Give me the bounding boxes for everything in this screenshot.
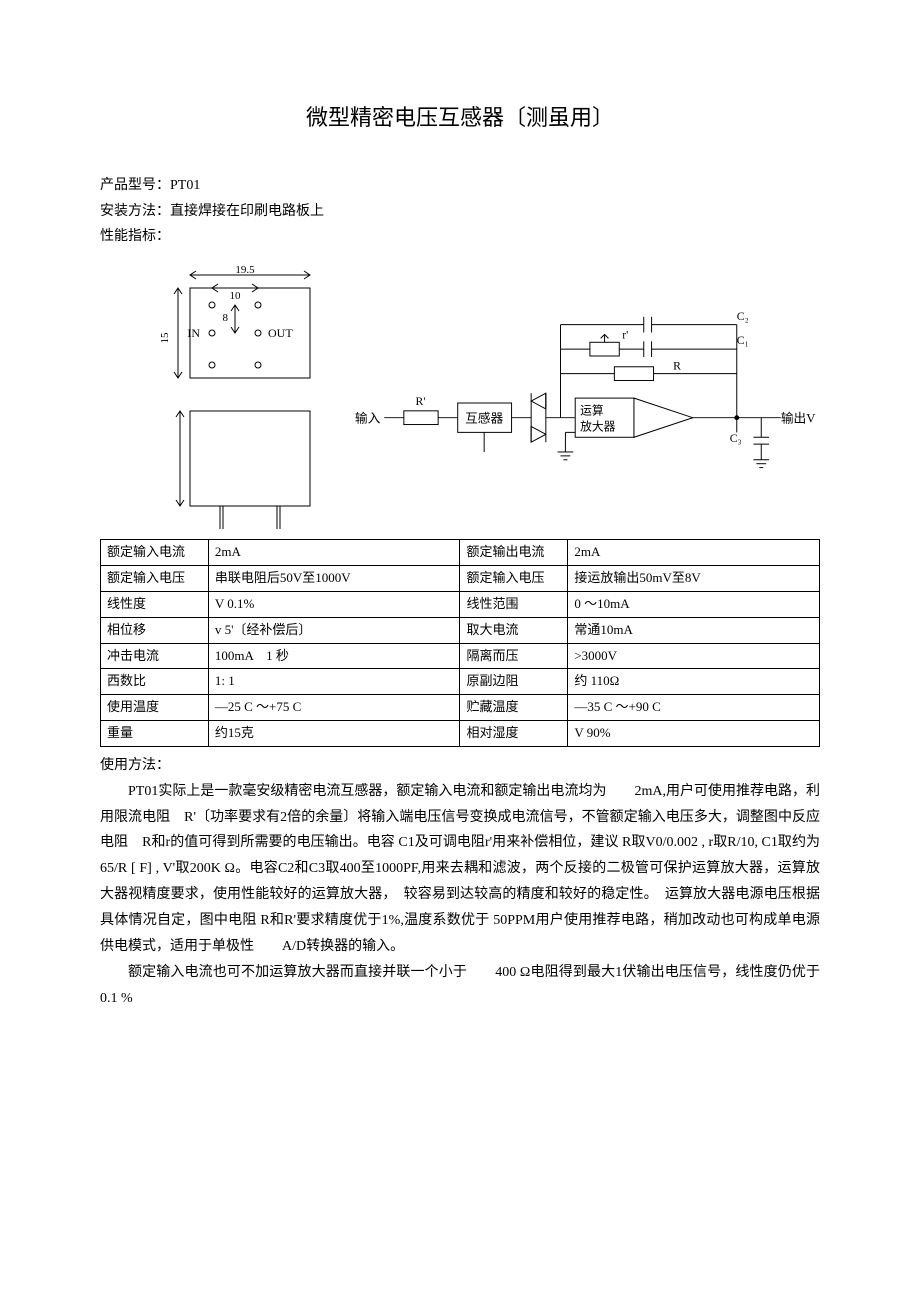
meta-block: 产品型号：PT01 安装方法：直接焊接在印刷电路板上 性能指标： [100, 175, 820, 248]
label-Rprime: R' [416, 395, 426, 408]
circuit-output-label: 输出V [781, 411, 816, 426]
dim-side-h: 15 [160, 332, 171, 344]
spec-label: 性能指标： [100, 226, 820, 248]
opamp-l1: 运算 [580, 404, 604, 418]
table-cell: V 90% [568, 720, 820, 746]
table-cell: 相对湿度 [460, 720, 568, 746]
table-cell: 额定输入电流 [101, 540, 209, 566]
label-R: R [673, 360, 681, 373]
table-row: 线性度V 0.1%线性范围0 ～10mA [101, 591, 820, 617]
model-label: 产品型号： [100, 178, 170, 193]
table-cell: 额定输出电流 [460, 540, 568, 566]
install-line: 安装方法：直接焊接在印刷电路板上 [100, 201, 820, 223]
label-C3: C₃ [730, 433, 742, 446]
pinout-diagram: 19.5 10 15 8 [160, 263, 330, 383]
table-cell: 相位移 [101, 617, 209, 643]
table-cell: —35 C ～+90 C [568, 695, 820, 721]
in-label: IN [187, 326, 200, 340]
dim-outer-w: 19.5 [235, 264, 255, 276]
table-cell: 原副边阻 [460, 669, 568, 695]
usage-block: 使用方法： PT01实际上是一款毫安级精密电流互感器，额定输入电流和额定输出电流… [100, 753, 820, 1012]
package-diagram [160, 401, 330, 531]
table-cell: 使用温度 [101, 695, 209, 721]
table-cell: 重量 [101, 720, 209, 746]
table-row: 相位移v 5'〔经补偿后〕取大电流常通10mA [101, 617, 820, 643]
table-cell: 接运放输出50mV至8V [568, 566, 820, 592]
table-cell: 约15克 [208, 720, 460, 746]
spec-table-body: 额定输入电流2mA额定输出电流2mA额定输入电压串联电阻后50V至1000V额定… [101, 540, 820, 746]
table-cell: V 0.1% [208, 591, 460, 617]
opamp-l2: 放大器 [580, 420, 615, 434]
transformer-label: 互感器 [465, 411, 503, 426]
table-row: 使用温度—25 C ～+75 C贮藏温度—35 C ～+90 C [101, 695, 820, 721]
label-C1: C₁ [737, 335, 749, 348]
table-row: 额定输入电流2mA额定输出电流2mA [101, 540, 820, 566]
table-cell: 0 ～10mA [568, 591, 820, 617]
usage-p2: 额定输入电流也可不加运算放大器而直接并联一个小于 400 Ω电阻得到最大1伏输出… [100, 960, 820, 1012]
table-cell: 取大电流 [460, 617, 568, 643]
table-cell: 串联电阻后50V至1000V [208, 566, 460, 592]
table-cell: 100mA 1 秒 [208, 643, 460, 669]
table-row: 重量约15克相对湿度V 90% [101, 720, 820, 746]
table-cell: —25 C ～+75 C [208, 695, 460, 721]
label-rprime: r' [622, 329, 628, 342]
diagram-row: 19.5 10 15 8 [100, 263, 820, 531]
table-cell: 2mA [208, 540, 460, 566]
table-cell: 贮藏温度 [460, 695, 568, 721]
table-cell: 额定输入电压 [460, 566, 568, 592]
circuit-diagram: 输入 R' 互感器 [350, 293, 820, 513]
dim-inner-w: 10 [230, 290, 242, 302]
install-value: 直接焊接在印刷电路板上 [170, 204, 324, 219]
table-cell: 冲击电流 [101, 643, 209, 669]
label-C2: C₂ [737, 310, 749, 323]
table-cell: 额定输入电压 [101, 566, 209, 592]
install-label: 安装方法： [100, 204, 170, 219]
table-cell: >3000V [568, 643, 820, 669]
out-label: OUT [268, 326, 293, 340]
table-cell: 约 110Ω [568, 669, 820, 695]
table-cell: 西数比 [101, 669, 209, 695]
table-row: 额定输入电压串联电阻后50V至1000V额定输入电压接运放输出50mV至8V [101, 566, 820, 592]
table-cell: 2mA [568, 540, 820, 566]
usage-p1: PT01实际上是一款毫安级精密电流互感器，额定输入电流和额定输出电流均为 2mA… [100, 779, 820, 960]
model-line: 产品型号：PT01 [100, 175, 820, 197]
table-cell: 隔离而压 [460, 643, 568, 669]
usage-heading: 使用方法： [100, 753, 820, 779]
spec-table: 额定输入电流2mA额定输出电流2mA额定输入电压串联电阻后50V至1000V额定… [100, 539, 820, 746]
circuit-input-label: 输入 [355, 411, 381, 426]
table-cell: 常通10mA [568, 617, 820, 643]
table-cell: 线性度 [101, 591, 209, 617]
dim-mid-h: 8 [223, 312, 229, 324]
table-row: 冲击电流100mA 1 秒隔离而压>3000V [101, 643, 820, 669]
page-title: 微型精密电压互感器〔测虽用〕 [100, 100, 820, 135]
table-cell: 1: 1 [208, 669, 460, 695]
table-cell: v 5'〔经补偿后〕 [208, 617, 460, 643]
table-row: 西数比1: 1原副边阻约 110Ω [101, 669, 820, 695]
model-value: PT01 [170, 178, 200, 193]
table-cell: 线性范围 [460, 591, 568, 617]
left-diagrams: 19.5 10 15 8 [160, 263, 330, 531]
